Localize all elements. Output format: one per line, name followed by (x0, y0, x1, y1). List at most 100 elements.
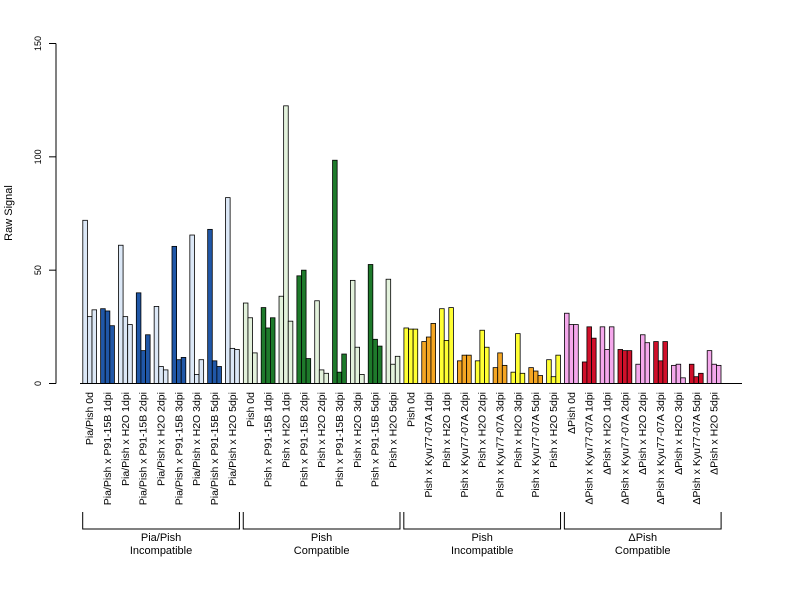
category-label: ΔPish x H2O 2dpi (637, 392, 649, 475)
bar (229, 347, 236, 384)
bar (318, 369, 325, 384)
category-label: Pish x Kyu77-07A 2dpi (459, 392, 471, 498)
bar (211, 360, 218, 384)
bar (555, 354, 561, 384)
bar (564, 312, 570, 384)
bar (510, 371, 516, 384)
bar (644, 342, 651, 384)
bar (252, 352, 258, 384)
bar (145, 334, 151, 384)
bar (443, 340, 450, 384)
bar (528, 367, 534, 384)
bar (140, 350, 146, 384)
bar (349, 279, 356, 384)
group-label-line1: Pish (311, 532, 332, 544)
category-label: Pia/Pish x P91-15B 5dpi (209, 392, 221, 505)
category-label: Pish x Kyu77-07A 5dpi (530, 392, 542, 498)
category-label: ΔPish x Kyu77-07A 2dpi (619, 392, 631, 505)
bar (698, 372, 704, 384)
bar (194, 374, 200, 384)
bar (653, 341, 659, 384)
bar (278, 295, 285, 384)
category-label: Pia/Pish x H2O 1dpi (120, 392, 132, 486)
bar (336, 371, 343, 384)
y-axis: 0 50 100 150 (33, 36, 57, 386)
group-bracket (403, 512, 562, 530)
category-label: Pish x P91-15B 1dpi (263, 392, 275, 487)
bar (180, 357, 187, 384)
category-label: Pia/Pish x H2O 3dpi (191, 392, 203, 486)
bar (403, 327, 409, 384)
category-label: Pish 0d (405, 392, 417, 427)
bar (479, 329, 485, 384)
category-label: Pish 0d (245, 392, 257, 427)
bar (586, 326, 592, 384)
category-label: Pish x H2O 1dpi (441, 392, 453, 468)
bar (153, 306, 160, 384)
bar (626, 350, 633, 384)
bar (109, 325, 115, 384)
bar (533, 370, 539, 384)
bar (680, 377, 686, 384)
bar (216, 366, 222, 384)
bar (354, 346, 360, 384)
category-label: Pia/Pish x P91-15B 1dpi (102, 392, 114, 505)
bar (568, 324, 575, 384)
bar (711, 363, 717, 384)
category-label: Pish x H2O 2dpi (316, 392, 328, 468)
bar (484, 346, 490, 384)
category-label: Pia/Pish x H2O 2dpi (156, 392, 168, 486)
bar (341, 353, 347, 384)
bar (323, 372, 329, 384)
bar (466, 354, 472, 384)
bar (640, 334, 646, 384)
bar (515, 333, 521, 384)
bar (688, 363, 695, 384)
bar (91, 309, 97, 384)
bar (367, 264, 374, 384)
bar (118, 244, 124, 384)
bar (474, 360, 481, 384)
bar (501, 364, 508, 384)
bar (390, 363, 396, 384)
y-tick-label: 0 (33, 381, 43, 386)
bar (412, 328, 419, 384)
category-label: Pish x P91-15B 5dpi (370, 392, 382, 487)
category-labels: Pia/Pish 0d Pia/Pish x P91-15B 1dpi Pia/Pi… (84, 392, 720, 505)
group-label-line1: Pia/Pish (141, 532, 181, 544)
bar (617, 349, 623, 384)
bar (242, 302, 249, 384)
bar (408, 328, 414, 384)
category-label: Pish x H2O 2dpi (477, 392, 489, 468)
category-label: Pish x H2O 5dpi (387, 392, 399, 468)
group-bracket (242, 512, 401, 530)
bar (122, 316, 129, 384)
bar (247, 317, 253, 384)
group-label-line2: Incompatible (451, 545, 513, 557)
bar (189, 234, 195, 384)
bar (269, 317, 276, 384)
category-label: Pish x H2O 1dpi (280, 392, 292, 468)
group-brackets: Pia/PishIncompatiblePishCompatiblePishIn… (82, 512, 722, 557)
bar (430, 323, 436, 384)
bar (622, 350, 628, 384)
bar (176, 359, 182, 384)
bar (314, 300, 320, 384)
bar (135, 292, 142, 384)
bar (162, 369, 169, 384)
bar (127, 324, 133, 384)
y-tick-label: 150 (33, 36, 43, 51)
bar (225, 197, 231, 384)
bar (207, 228, 213, 384)
bar (537, 375, 543, 384)
y-tick-label: 50 (33, 265, 43, 275)
group-label-line1: Pish (471, 532, 492, 544)
bar (332, 159, 338, 384)
group-label-line2: Compatible (615, 545, 671, 557)
category-label: ΔPish x H2O 3dpi (673, 392, 685, 475)
bar (457, 360, 463, 384)
bar (693, 376, 699, 384)
bar (82, 219, 88, 384)
category-label: ΔPish x H2O 5dpi (709, 392, 721, 475)
